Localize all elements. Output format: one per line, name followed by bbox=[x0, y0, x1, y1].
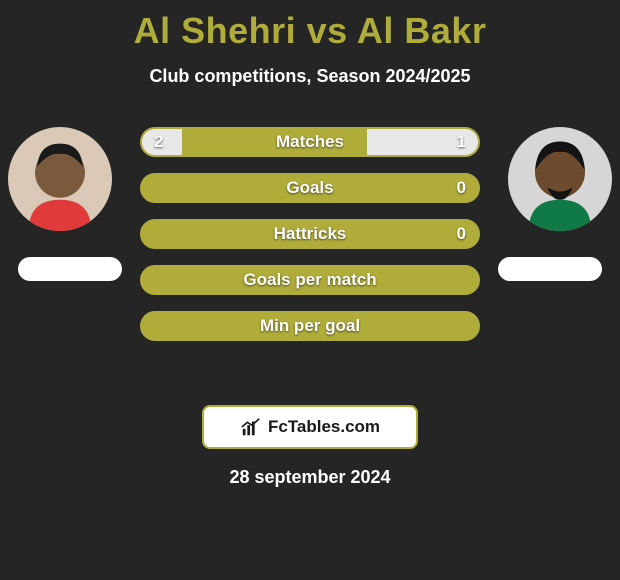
stat-bar-fill-right bbox=[367, 129, 478, 155]
stat-bar-label: Goals per match bbox=[142, 267, 478, 293]
stat-bar: Matches21 bbox=[140, 127, 480, 157]
stat-bar: Goals per match bbox=[140, 265, 480, 295]
player-left-avatar bbox=[8, 127, 112, 231]
page-subtitle: Club competitions, Season 2024/2025 bbox=[0, 66, 620, 87]
stat-bar: Min per goal bbox=[140, 311, 480, 341]
stat-bar-label: Min per goal bbox=[142, 313, 478, 339]
avatar-left-icon bbox=[8, 127, 112, 231]
comparison-infographic: Al Shehri vs Al Bakr Club competitions, … bbox=[0, 0, 620, 580]
comparison-date: 28 september 2024 bbox=[0, 467, 620, 488]
stat-bar-fill-left bbox=[142, 129, 182, 155]
stat-bars: Matches21Goals0Hattricks0Goals per match… bbox=[140, 127, 480, 341]
avatar-right-icon bbox=[508, 127, 612, 231]
chart-icon bbox=[240, 416, 262, 438]
stat-bar-label: Goals bbox=[142, 175, 478, 201]
player-right-name-pill bbox=[498, 257, 602, 281]
stat-bar-label: Hattricks bbox=[142, 221, 478, 247]
stat-bar: Goals0 bbox=[140, 173, 480, 203]
stat-bar-value-right: 0 bbox=[457, 175, 466, 201]
page-title: Al Shehri vs Al Bakr bbox=[0, 0, 620, 52]
stat-bar: Hattricks0 bbox=[140, 219, 480, 249]
brand-text: FcTables.com bbox=[268, 417, 380, 437]
player-left-name-pill bbox=[18, 257, 122, 281]
brand-badge: FcTables.com bbox=[202, 405, 418, 449]
player-right-avatar bbox=[508, 127, 612, 231]
comparison-block: Matches21Goals0Hattricks0Goals per match… bbox=[0, 127, 620, 387]
stat-bar-value-right: 0 bbox=[457, 221, 466, 247]
